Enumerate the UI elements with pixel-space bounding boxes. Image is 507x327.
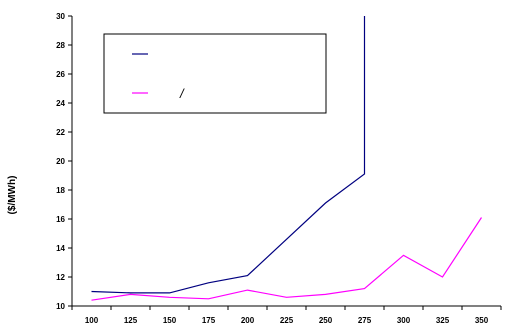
- series-line-1: [91, 16, 366, 294]
- x-tick-label: 350: [475, 316, 489, 325]
- series-line-2: [91, 217, 483, 301]
- y-tick-label: 20: [56, 157, 65, 166]
- y-tick-label: 12: [56, 273, 65, 282]
- legend: /: [103, 33, 327, 114]
- x-tick-label: 100: [85, 316, 99, 325]
- x-tick-label: 325: [436, 316, 450, 325]
- x-tick-label: 250: [319, 316, 333, 325]
- legend-label-series-2: /: [179, 86, 185, 101]
- series-group: [91, 16, 483, 301]
- y-tick-label: 22: [56, 128, 65, 137]
- y-tick-label: 16: [56, 215, 65, 224]
- x-ticks: 100 125 150 175 200 225 250 275 300 325 350: [71, 306, 502, 325]
- y-tick-label: 24: [56, 99, 65, 108]
- x-tick-label: 300: [397, 316, 411, 325]
- x-tick-label: 125: [124, 316, 138, 325]
- y-tick-label: 18: [56, 186, 65, 195]
- y-tick-label: 28: [56, 41, 65, 50]
- y-axis-label: ($/MWh): [7, 176, 18, 215]
- x-tick-label: 175: [202, 316, 216, 325]
- x-tick-label: 150: [163, 316, 177, 325]
- y-tick-label: 14: [56, 244, 65, 253]
- x-tick-label: 225: [280, 316, 294, 325]
- y-ticks: 10 12 14 16 18 20 22 24 26 28 30: [56, 12, 72, 311]
- x-tick-label: 275: [358, 316, 372, 325]
- y-tick-label: 10: [56, 302, 65, 311]
- legend-box: [103, 33, 327, 114]
- x-tick-label: 200: [241, 316, 255, 325]
- y-tick-label: 26: [56, 70, 65, 79]
- y-tick-label: 30: [56, 12, 65, 21]
